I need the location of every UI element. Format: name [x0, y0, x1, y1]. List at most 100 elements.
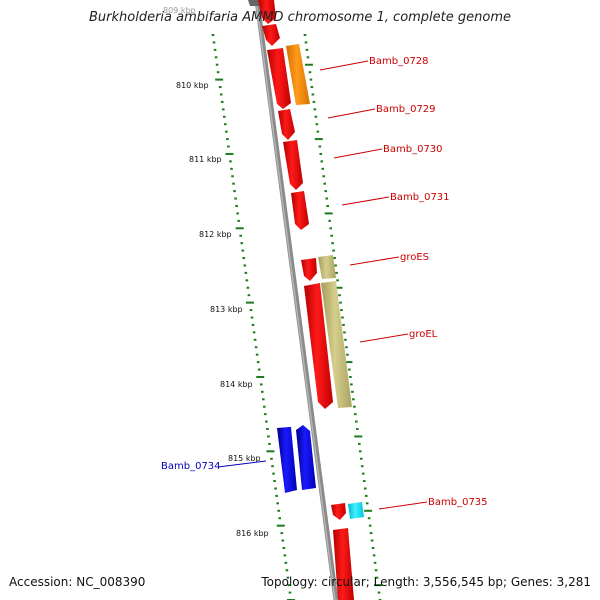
outer-dot [363, 487, 367, 490]
ruler-tick [225, 152, 234, 155]
ruler-tick [244, 271, 248, 274]
outer-dot [325, 197, 329, 200]
gene-groEL-box [321, 281, 352, 408]
gene-label-bamb0731[interactable]: Bamb_0731 [390, 192, 450, 203]
outer-dot [342, 323, 345, 326]
ruler-tick [285, 569, 289, 572]
outer-dot [334, 264, 337, 267]
gene-label-bamb0734[interactable]: Bamb_0734 [161, 461, 221, 472]
outer-dot [343, 331, 346, 334]
ruler-tick [282, 546, 286, 549]
outer-dot [346, 353, 349, 356]
ruler-tick [251, 323, 255, 326]
outer-dot [328, 219, 331, 222]
outer-dot [331, 242, 334, 245]
ruler-tick [281, 539, 285, 542]
outer-dot [303, 34, 307, 36]
ruler-tick [287, 584, 291, 587]
gene-cds-bamb0735 [331, 503, 346, 520]
outer-dot [321, 167, 325, 170]
outer-dot [322, 175, 326, 178]
ruler-tick [233, 190, 236, 193]
ruler-tick [231, 175, 234, 178]
ruler-tick [271, 465, 274, 468]
outer-dot [364, 494, 368, 497]
outer-dot [349, 375, 352, 378]
ruler-tick [215, 78, 224, 81]
outer-dot [350, 383, 353, 386]
outer-dot [329, 227, 332, 230]
ruler-label-816: 816 kbp [236, 529, 269, 538]
ruler-tick [256, 361, 260, 364]
outer-dot [365, 502, 369, 505]
outer-dot [309, 78, 313, 81]
red-cds-group [258, 0, 354, 600]
ruler-tick [257, 368, 261, 371]
ruler-label-815: 815 kbp [228, 454, 261, 463]
outer-dot [362, 480, 366, 483]
ruler-tick [246, 286, 250, 289]
ruler-tick [235, 204, 238, 207]
ruler-tick [276, 524, 285, 527]
gene-label-bamb0730[interactable]: Bamb_0730 [383, 144, 443, 155]
ruler-tick [242, 257, 246, 260]
ruler-tick [264, 413, 267, 416]
outer-dot [326, 204, 329, 207]
gene-cds-1 [262, 24, 280, 46]
ruler-tick [274, 487, 277, 490]
ruler-tick [213, 48, 217, 51]
leader-bamb0730 [333, 148, 383, 159]
outer-dot [319, 152, 323, 155]
ruler-tick [214, 56, 218, 59]
gene-groES-box [318, 255, 336, 279]
gene-cds-bottom [333, 528, 354, 600]
ruler-tick [270, 457, 273, 460]
ruler-labels: 809 kbp 810 kbp 811 kbp 812 kbp 813 kbp … [163, 6, 269, 538]
ruler-tick [237, 219, 240, 222]
outer-dot [355, 420, 358, 423]
ruler-tick [288, 591, 292, 594]
ruler-tick [230, 167, 233, 170]
gene-label-bamb0729[interactable]: Bamb_0729 [376, 104, 436, 115]
outer-dot [373, 561, 377, 564]
gene-bamb0735-box [348, 502, 364, 519]
ruler-tick [219, 93, 223, 96]
gene-label-groEL[interactable]: groEL [409, 329, 438, 340]
ruler-label-813: 813 kbp [210, 305, 243, 314]
ruler-tick [235, 227, 244, 230]
outer-dot [356, 428, 359, 431]
outer-dot [332, 249, 335, 252]
gene-label-bamb0735[interactable]: Bamb_0735 [428, 497, 488, 508]
outer-dot [314, 138, 323, 141]
outer-dot [311, 93, 315, 96]
gene-labels: Bamb_0728 Bamb_0729 Bamb_0730 Bamb_0731 … [161, 56, 488, 508]
ruler-tick [215, 63, 219, 66]
outer-dot [324, 212, 333, 215]
outer-dot [364, 509, 373, 512]
gene-label-bamb0728[interactable]: Bamb_0728 [369, 56, 429, 67]
ruler-tick [253, 338, 257, 341]
gene-cds-groEL [304, 283, 333, 409]
ruler-tick [229, 160, 232, 163]
ruler-tick [212, 41, 216, 44]
ruler-tick [266, 428, 269, 431]
outer-dot [372, 554, 376, 557]
ruler-tick [247, 294, 251, 297]
outer-dot [377, 591, 381, 594]
outer-dot [370, 539, 374, 542]
outer-dot [367, 517, 371, 520]
outer-dot [305, 48, 309, 51]
outer-dot [333, 257, 336, 260]
outer-dot [375, 576, 379, 579]
outer-dot [345, 346, 348, 349]
ruler-tick [266, 450, 275, 453]
map-title: Burkholderia ambifaria AMMD chromosome 1… [88, 10, 512, 25]
ruler-tick [232, 182, 235, 185]
outer-dot [308, 71, 312, 74]
gene-label-groES[interactable]: groES [400, 252, 429, 263]
outer-dot [304, 41, 308, 44]
outer-dot [340, 309, 343, 312]
outer-dot [330, 234, 333, 237]
ruler-tick [245, 279, 249, 282]
outer-dot [304, 63, 313, 66]
